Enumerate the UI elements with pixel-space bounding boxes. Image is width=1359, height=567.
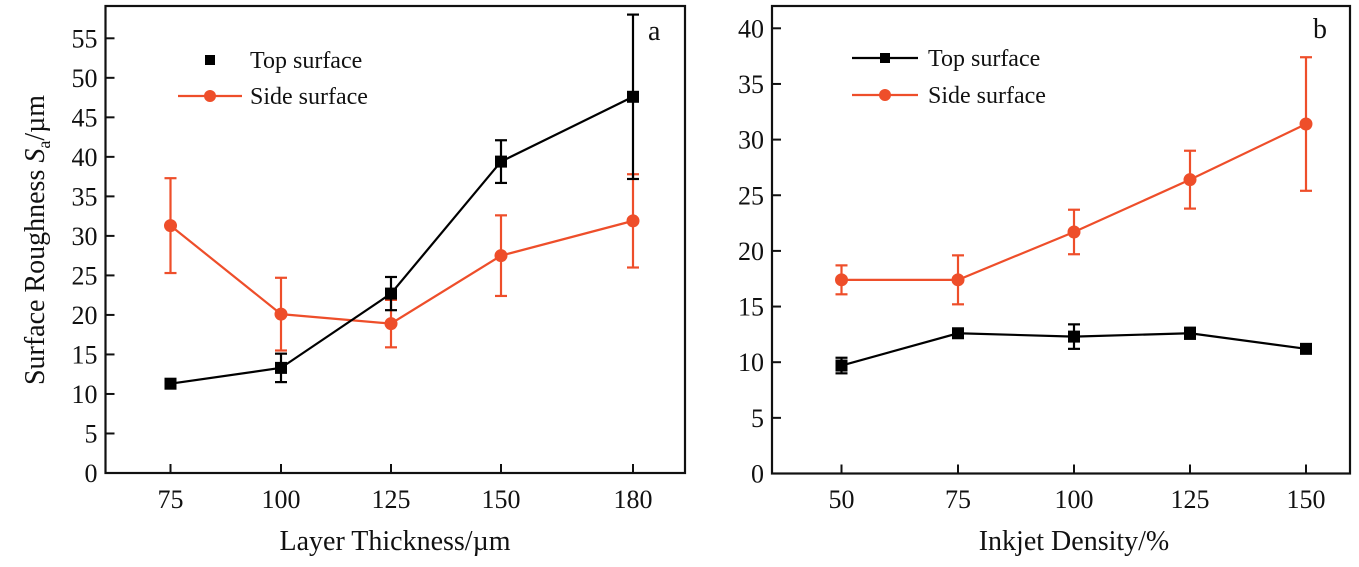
legend-circle-marker-icon	[204, 90, 216, 102]
panel-a-layer-thickness: 0 5 10 15 20 25 30 35 40 45 50 55 75 100 125 150 180 To…	[20, 4, 687, 557]
panel-b-inkjet-density: 0 5 10 15 20 25 30 35 40 50 75 100 125 150 Top surfa…	[738, 4, 1352, 557]
panel-a-plot-frame	[104, 4, 687, 475]
panel-a-x-axis-title: Layer Thickness/µm	[280, 526, 511, 557]
panel-b-legend: Top surface Side surface	[852, 46, 1046, 109]
side-line	[169, 219, 634, 325]
x-tick-label: 50	[829, 485, 855, 514]
x-tick-label: 180	[614, 485, 653, 514]
top-data-point	[1068, 330, 1080, 343]
panel-b-tag: b	[1313, 14, 1327, 45]
legend-item-top: Top surface	[852, 46, 1040, 72]
y-axis-title-symbol: S	[20, 149, 51, 163]
series-side	[835, 56, 1313, 306]
legend-label: Side surface	[928, 83, 1046, 109]
top-data-point	[164, 377, 177, 390]
x-tick-label: 125	[1171, 485, 1210, 514]
panel-b-series	[835, 56, 1313, 375]
legend-label: Side surface	[250, 84, 368, 110]
panel-b-x-ticks: 50 75 100 125 150	[829, 464, 1326, 514]
side-data-point	[1183, 173, 1197, 187]
x-tick-label: 75	[158, 485, 184, 514]
y-tick-label: 25	[72, 261, 98, 290]
series-side	[164, 173, 640, 352]
y-tick-label: 40	[72, 143, 98, 172]
x-tick-label: 100	[262, 485, 301, 514]
legend-label: Top surface	[928, 46, 1040, 72]
panel-a-legend: Top surface Side surface	[178, 48, 368, 110]
y-axis-title-subscript: a	[34, 141, 54, 149]
top-data-point	[275, 361, 287, 374]
y-tick-label: 10	[72, 380, 98, 409]
top-data-point	[1300, 342, 1312, 355]
side-data-point	[1067, 225, 1081, 239]
side-data-point	[494, 249, 508, 263]
legend-square-marker-icon	[880, 53, 890, 63]
y-tick-label: 5	[85, 419, 98, 448]
y-tick-label: 15	[738, 293, 764, 322]
panel-b-y-ticks: 0 5 10 15 20 25 30 35 40	[738, 14, 781, 489]
y-axis-title-unit: /µm	[20, 95, 51, 141]
y-tick-label: 0	[85, 459, 98, 488]
y-tick-label: 20	[72, 301, 98, 330]
top-data-point	[627, 90, 639, 103]
series-top	[835, 323, 1312, 375]
panel-a-series	[164, 13, 640, 390]
y-tick-label: 35	[72, 182, 98, 211]
y-tick-label: 50	[72, 64, 98, 93]
y-tick-label: 20	[738, 237, 764, 266]
legend-circle-marker-icon	[879, 89, 891, 101]
side-data-point	[384, 317, 398, 331]
top-data-point	[835, 359, 848, 372]
y-tick-label: 30	[72, 222, 98, 251]
y-tick-label: 5	[751, 404, 764, 433]
y-tick-label: 15	[72, 340, 98, 369]
side-data-point	[1299, 117, 1313, 131]
y-tick-label: 45	[72, 103, 98, 132]
panel-b-plot-frame	[770, 4, 1352, 475]
y-tick-label: 25	[738, 181, 764, 210]
panel-a-x-ticks: 75 100 125 150 180	[158, 464, 653, 514]
legend-square-marker-icon	[205, 55, 215, 65]
legend-label: Top surface	[250, 48, 362, 74]
y-axis-title-main: Surface Roughness	[20, 163, 51, 385]
legend-item-top: Top surface	[205, 48, 362, 74]
side-data-point	[274, 307, 288, 321]
top-data-point	[952, 327, 964, 340]
side-data-point	[951, 273, 965, 287]
panel-b-x-axis-title: Inkjet Density/%	[979, 526, 1170, 557]
y-tick-label: 10	[738, 348, 764, 377]
y-tick-label: 0	[751, 460, 764, 489]
top-data-point	[385, 287, 397, 300]
series-top	[164, 13, 639, 390]
legend-item-side: Side surface	[178, 84, 368, 110]
legend-item-side: Side surface	[852, 83, 1046, 109]
x-tick-label: 125	[372, 485, 411, 514]
x-tick-label: 75	[945, 485, 971, 514]
side-data-point	[626, 214, 640, 228]
side-data-point	[164, 219, 177, 233]
side-data-point	[835, 273, 848, 287]
panel-a-y-ticks: 0 5 10 15 20 25 30 35 40 45 50 55	[72, 24, 115, 488]
top-data-point	[495, 155, 507, 168]
top-data-point	[1184, 327, 1196, 340]
y-tick-label: 40	[738, 14, 764, 43]
y-tick-label: 30	[738, 126, 764, 155]
side-line	[841, 123, 1307, 281]
y-tick-label: 55	[72, 24, 98, 53]
x-tick-label: 150	[482, 485, 521, 514]
panel-a-tag: a	[648, 16, 661, 47]
panel-a-y-axis-title: Surface Roughness Sa/µm	[20, 95, 54, 385]
x-tick-label: 100	[1055, 485, 1094, 514]
y-tick-label: 35	[738, 70, 764, 99]
x-tick-label: 150	[1287, 485, 1326, 514]
